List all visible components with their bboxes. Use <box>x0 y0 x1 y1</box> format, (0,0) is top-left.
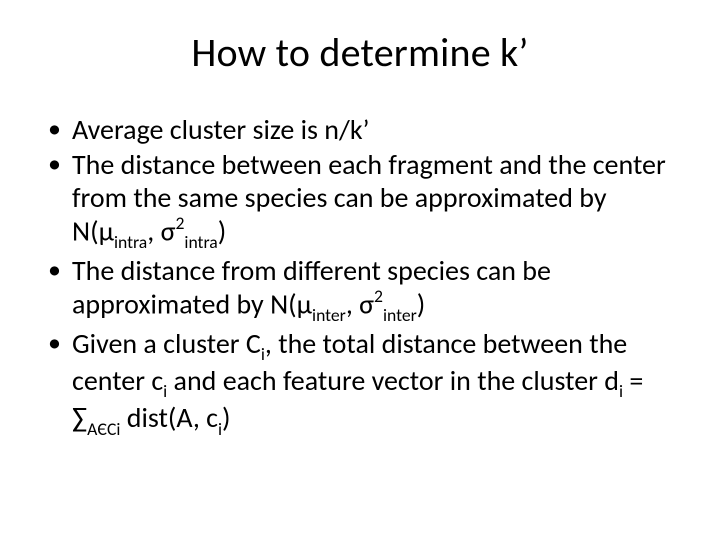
subscript: intra <box>184 231 217 253</box>
superscript: 2 <box>374 285 383 307</box>
bullet-text: ) <box>417 286 426 321</box>
subscript: i <box>218 418 222 440</box>
bullet-text: , σ <box>346 286 374 321</box>
bullet-text: and each feature vector in the cluster d <box>167 363 619 398</box>
bullet-text: ) <box>222 400 231 435</box>
bullet-text: Given a cluster C <box>72 326 261 361</box>
bullet-item: The distance from different species can … <box>44 254 680 325</box>
subscript: i <box>619 380 623 402</box>
bullet-text: dist(A, c <box>120 400 218 435</box>
bullet-text: Average cluster size is n/k’ <box>72 112 370 147</box>
subscript: i <box>261 343 265 365</box>
bullet-text: , σ <box>147 213 175 248</box>
bullet-item: Given a cluster Ci, the total distance b… <box>44 327 680 439</box>
bullet-item: The distance between each fragment and t… <box>44 148 680 252</box>
subscript: inter <box>383 304 417 326</box>
subscript: intra <box>114 231 147 253</box>
bullet-list: Average cluster size is n/k’ The distanc… <box>40 113 680 439</box>
slide-container: How to determine k’ Average cluster size… <box>0 0 720 540</box>
subscript: i <box>163 380 167 402</box>
slide-title: How to determine k’ <box>40 28 680 77</box>
bullet-text: ) <box>218 213 227 248</box>
subscript: AЄCi <box>87 418 120 440</box>
subscript: inter <box>312 304 346 326</box>
bullet-item: Average cluster size is n/k’ <box>44 113 680 146</box>
